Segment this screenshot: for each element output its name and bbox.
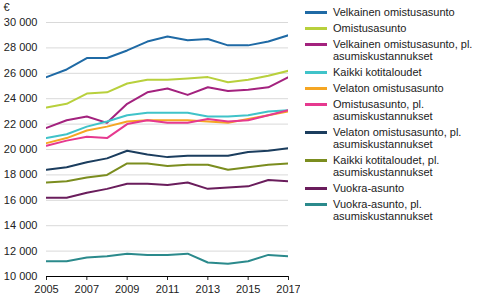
svg-text:30 000: 30 000 [4, 16, 38, 28]
html-text:Vuokra-asunto, pl. asumiskusta: Vuokra-asunto, pl. asumiskustannukset [333, 198, 433, 222]
html-text:Omistusasunto: Omistusasunto [333, 22, 407, 34]
svg-text:2013: 2013 [196, 283, 220, 295]
html-text:Kaikki kotitaloudet, pl. asumi: Kaikki kotitaloudet, pl. asumiskustannuk… [333, 154, 440, 178]
html-text:Velaton omistusasunto, pl. asu: Velaton omistusasunto, pl. asumiskustann… [333, 126, 462, 150]
html-text:Omistusasunto, pl. asumiskusta: Omistusasunto, pl. asumiskustannukset [333, 98, 433, 122]
svg-text:2009: 2009 [115, 283, 139, 295]
svg-text:18 000: 18 000 [4, 168, 38, 180]
svg-text:28 000: 28 000 [4, 41, 38, 53]
html-text:Velkainen omistusasunto, pl. a: Velkainen omistusasunto, pl. asumiskusta… [333, 38, 473, 62]
svg-text:24 000: 24 000 [4, 92, 38, 104]
svg-text:2007: 2007 [75, 283, 99, 295]
html-text:Velaton omistusasunto: Velaton omistusasunto [333, 82, 444, 94]
svg-text:2011: 2011 [156, 283, 180, 295]
svg-text:26 000: 26 000 [4, 67, 38, 79]
html-text:Kaikki kotitaloudet: Kaikki kotitaloudet [333, 66, 422, 78]
svg-text:2005: 2005 [34, 283, 58, 295]
svg-text:12 000: 12 000 [4, 245, 38, 257]
svg-text:10 000: 10 000 [4, 270, 38, 282]
svg-text:22 000: 22 000 [4, 118, 38, 130]
html-text:Velkainen omistusasunto: Velkainen omistusasunto [333, 6, 455, 18]
svg-text:€: € [4, 1, 10, 13]
html-text:Vuokra-asunto: Vuokra-asunto [333, 182, 405, 194]
svg-text:20 000: 20 000 [4, 143, 38, 155]
svg-text:14 000: 14 000 [4, 219, 38, 231]
svg-text:16 000: 16 000 [4, 194, 38, 206]
svg-text:2015: 2015 [236, 283, 260, 295]
svg-text:2017: 2017 [276, 283, 300, 295]
